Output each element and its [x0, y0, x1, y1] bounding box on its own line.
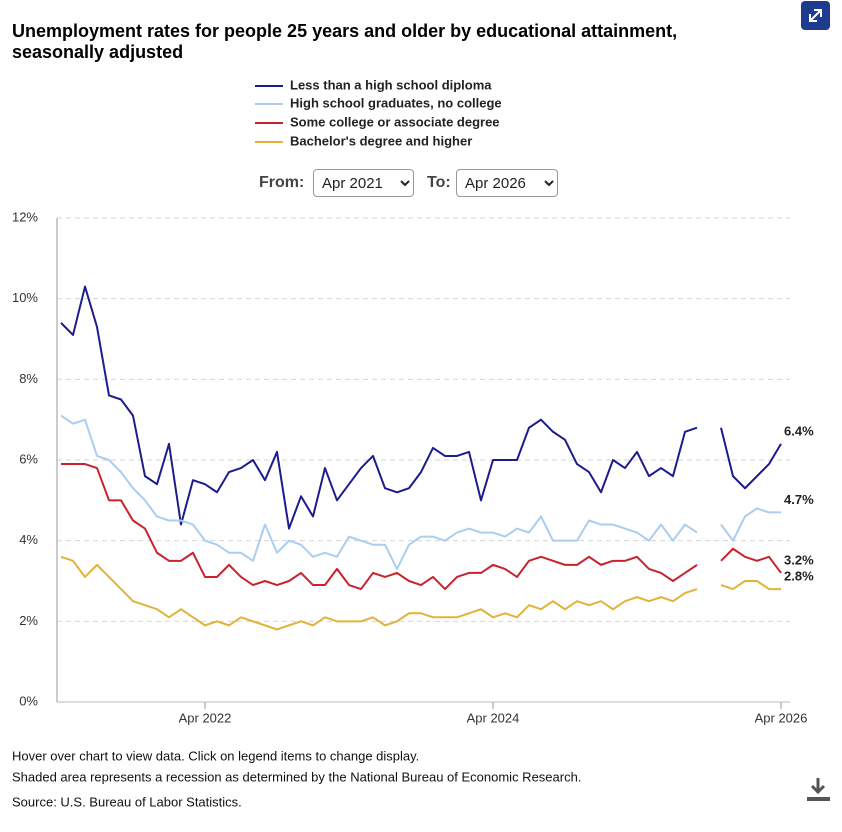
to-select[interactable]: Apr 2026 — [456, 169, 558, 197]
y-tick-label: 8% — [19, 371, 38, 386]
chart-title: Unemployment rates for people 25 years a… — [12, 21, 677, 62]
y-tick-label: 4% — [19, 532, 38, 547]
note: Source: U.S. Bureau of Labor Statistics. — [12, 794, 242, 809]
from-select[interactable]: Apr 2021 — [313, 169, 414, 197]
y-tick-label: 0% — [19, 693, 38, 708]
series-line — [60, 285, 782, 530]
from-label: From: — [259, 174, 305, 191]
expand-icon — [809, 9, 822, 22]
end-label: 3.2% — [784, 552, 814, 567]
download-icon[interactable] — [807, 778, 830, 801]
series-line — [60, 414, 781, 570]
x-tick-label: Apr 2022 — [179, 710, 232, 725]
x-tick-label: Apr 2024 — [467, 710, 520, 725]
end-label: 6.4% — [784, 423, 814, 438]
y-tick-label: 2% — [19, 613, 38, 628]
legend-label: Less than a high school diploma — [290, 77, 492, 92]
legend-item[interactable]: Bachelor's degree and higher — [255, 133, 472, 148]
note: Shaded area represents a recession as de… — [12, 769, 581, 784]
series-line — [61, 463, 782, 591]
y-tick-label: 10% — [12, 290, 38, 305]
end-label: 4.7% — [784, 492, 814, 507]
end-label: 2.8% — [784, 569, 814, 584]
y-tick-label: 12% — [12, 209, 38, 224]
to-label: To: — [427, 174, 451, 191]
legend-item[interactable]: High school graduates, no college — [255, 95, 502, 110]
legend-label: High school graduates, no college — [290, 95, 502, 110]
y-tick-label: 6% — [19, 451, 38, 466]
legend-item[interactable]: Some college or associate degree — [255, 114, 500, 129]
note: Hover over chart to view data. Click on … — [12, 748, 419, 763]
series-line — [60, 555, 781, 631]
x-tick-label: Apr 2026 — [755, 710, 808, 725]
legend-label: Some college or associate degree — [290, 114, 500, 129]
legend-item[interactable]: Less than a high school diploma — [255, 77, 492, 92]
legend-label: Bachelor's degree and higher — [290, 133, 472, 148]
